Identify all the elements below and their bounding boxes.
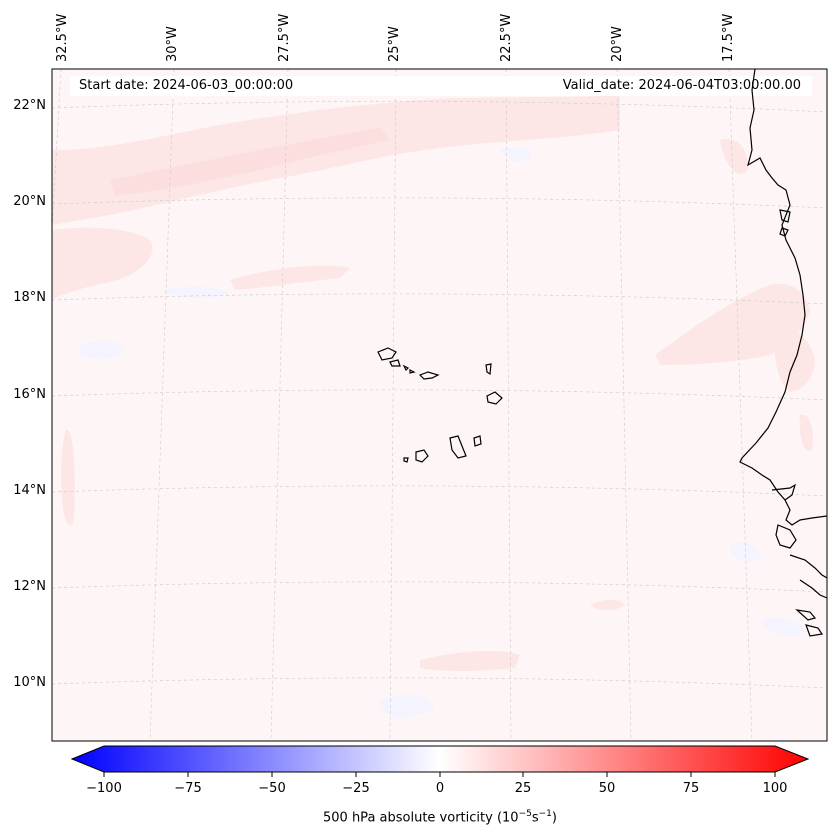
gridline-lon-20w [616, 69, 632, 741]
cb-label-50: 50 [598, 781, 616, 796]
colorbar-label-exp1: −5 [518, 809, 532, 819]
colorbar-bar [70, 745, 810, 773]
lon-label-27-5w: 27.5°W [277, 13, 292, 62]
lat-label-14n: 14°N [13, 483, 46, 498]
negative-vorticity-3 [160, 286, 230, 299]
positive-vorticity-northwest [52, 227, 153, 300]
lat-label-16n: 16°N [13, 387, 46, 402]
gridline-lat-18n [52, 293, 827, 305]
gridline-lat-14n [52, 485, 827, 497]
positive-vorticity-south [420, 650, 520, 671]
gridline-lat-16n [52, 389, 827, 401]
island-santo-antao [377, 347, 397, 361]
colorbar-label: 500 hPa absolute vorticity (10−5s−1) [0, 809, 837, 825]
negative-vorticity-1 [80, 340, 125, 360]
island-fogo [415, 449, 429, 463]
cb-label-m50: −50 [258, 781, 286, 796]
negative-vorticity-6 [379, 694, 435, 720]
negative-vorticity-5 [760, 618, 805, 637]
colorbar [70, 745, 810, 777]
lon-label-32-5w: 32.5°W [55, 13, 70, 62]
gridline-lon-25w [389, 69, 397, 741]
colorbar-label-exp2: −1 [538, 809, 552, 819]
header-strip [70, 76, 812, 96]
gridline-lat-10n [52, 677, 827, 689]
gridline-lon-17-5w [728, 69, 753, 741]
lon-label-25w: 25°W [387, 26, 402, 62]
positive-vorticity-east-3 [799, 414, 813, 451]
lat-label-20n: 20°N [13, 194, 46, 209]
cb-label-25: 25 [514, 781, 532, 796]
coast-guinea-islands [789, 554, 827, 579]
lon-label-17-5w: 17.5°W [721, 13, 736, 62]
lon-label-20w: 20°W [610, 26, 625, 62]
coast-guinea-bissau [775, 524, 797, 549]
island-sal [485, 363, 492, 376]
start-date-label: Start date: 2024-06-03_00:00:00 [79, 78, 294, 93]
island-brava [403, 457, 409, 463]
cb-label-m100: −100 [86, 781, 122, 796]
gridline-lon-22-5w [505, 69, 512, 741]
island-maio [473, 435, 482, 447]
positive-vorticity-east [655, 283, 810, 365]
island-sao-vicente [389, 359, 401, 367]
coast-guinea-south [799, 579, 827, 599]
valid-date-label: Valid_date: 2024-06-04T03:00:00.00 [562, 78, 801, 93]
gridline-lat-20n [52, 197, 827, 209]
positive-vorticity-band-north [52, 96, 620, 225]
colorbar-label-unit: s [531, 810, 539, 826]
cb-label-0: 0 [435, 781, 445, 796]
negative-vorticity-4 [730, 542, 760, 562]
african-coastline [739, 69, 827, 526]
cb-label-m75: −75 [174, 781, 202, 796]
positive-vorticity-tongue [230, 265, 350, 290]
positive-vorticity-south-2 [590, 599, 625, 611]
gridline-lon-27-5w [270, 69, 289, 741]
negative-vorticity-2 [500, 147, 532, 162]
gridline-lat-12n [52, 581, 827, 593]
map-frame [51, 68, 828, 742]
coast-sierra-leone-islands [795, 609, 824, 637]
cb-label-m25: −25 [342, 781, 370, 796]
cb-label-75: 75 [682, 781, 700, 796]
coastlines [377, 69, 827, 637]
island-boa-vista [486, 391, 503, 405]
lon-label-22-5w: 22.5°W [499, 13, 514, 62]
lat-label-18n: 18°N [13, 290, 46, 305]
gridline-lon-32-5w [52, 69, 62, 231]
lon-label-30w: 30°W [165, 26, 180, 62]
cb-label-100: 100 [762, 781, 788, 796]
lat-label-22n: 22°N [13, 98, 46, 113]
colorbar-label-end: ) [551, 810, 557, 826]
gridline-lat-22n [52, 101, 827, 113]
coast-western-sahara-islands [779, 209, 791, 237]
colorbar-ticks [103, 772, 776, 777]
lat-label-12n: 12°N [13, 579, 46, 594]
vorticity-contours [52, 96, 815, 720]
gridline-lon-30w [149, 69, 175, 741]
colorbar-label-main: 500 hPa absolute vorticity (10 [323, 810, 519, 826]
coast-senegal-detail [771, 483, 797, 501]
graticule [52, 69, 827, 741]
positive-vorticity-east-4 [720, 138, 748, 174]
island-santa-luzia [402, 364, 416, 374]
island-sao-nicolau [418, 371, 440, 380]
lat-label-10n: 10°N [13, 675, 46, 690]
island-santiago [449, 435, 467, 459]
positive-vorticity-west-edge [61, 429, 75, 526]
positive-vorticity-core-north [110, 128, 390, 196]
